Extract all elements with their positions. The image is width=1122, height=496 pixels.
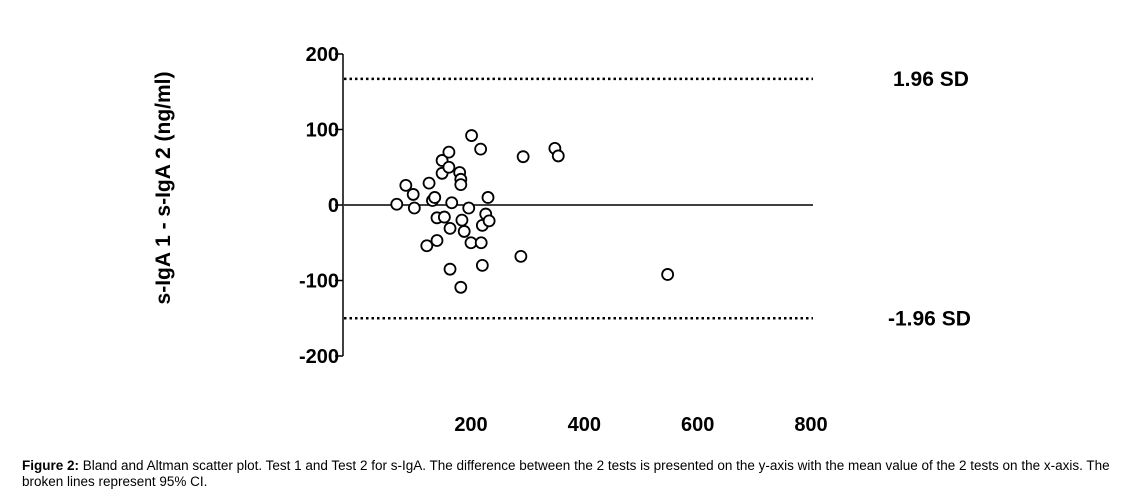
data-point: [516, 150, 530, 164]
caption-text: Bland and Altman scatter plot. Test 1 an…: [22, 458, 1110, 489]
data-point: [407, 201, 421, 215]
data-point: [422, 176, 436, 190]
x-tick-label: 200: [454, 414, 487, 436]
data-point: [390, 197, 404, 211]
figure-caption: Figure 2: Bland and Altman scatter plot.…: [22, 458, 1112, 490]
data-point: [454, 178, 468, 192]
data-point: [457, 225, 471, 238]
y-tick-label: -200: [299, 346, 339, 368]
caption-label: Figure 2:: [22, 458, 80, 473]
x-tick-label: 600: [681, 414, 714, 436]
y-axis: 200 100 0 -100 -200: [299, 44, 344, 368]
upper-sd-label: 1.96 SD: [893, 68, 969, 91]
data-point: [465, 129, 478, 142]
data-point: [455, 213, 469, 227]
data-point: [442, 160, 456, 174]
sd-labels: 1.96 SD -1.96 SD: [888, 68, 971, 330]
x-axis-ticks: 200 400 600 800: [454, 414, 827, 436]
data-point: [442, 145, 456, 159]
data-point: [406, 188, 420, 201]
data-point: [474, 142, 488, 156]
data-point: [462, 201, 476, 215]
data-points: [390, 129, 675, 294]
reference-lines: [344, 77, 813, 320]
bland-altman-chart: 200 100 0 -100 -200 200 400 600 800 1.96 SD -1.9…: [152, 44, 971, 436]
y-tick-label: 100: [306, 120, 339, 142]
y-tick-label: -100: [299, 271, 339, 293]
x-tick-label: 800: [794, 414, 827, 436]
data-point: [428, 191, 442, 204]
data-point: [481, 191, 495, 204]
data-point: [430, 234, 444, 247]
data-point: [420, 239, 434, 253]
y-tick-label: 200: [306, 44, 339, 66]
x-tick-label: 400: [568, 414, 601, 436]
data-point: [443, 222, 457, 235]
data-point: [482, 214, 496, 228]
data-point: [437, 210, 451, 224]
data-point: [454, 280, 468, 294]
data-point: [443, 262, 457, 276]
data-point: [474, 236, 488, 250]
data-point: [399, 178, 413, 192]
data-point: [475, 258, 489, 272]
data-point: [661, 268, 675, 281]
y-axis-label: s-IgA 1 - s-IgA 2 (ng/ml): [152, 72, 175, 305]
data-point: [514, 249, 528, 263]
data-point: [551, 149, 565, 163]
data-point: [445, 196, 459, 210]
y-tick-label: 0: [328, 195, 339, 217]
lower-sd-label: -1.96 SD: [888, 307, 971, 330]
